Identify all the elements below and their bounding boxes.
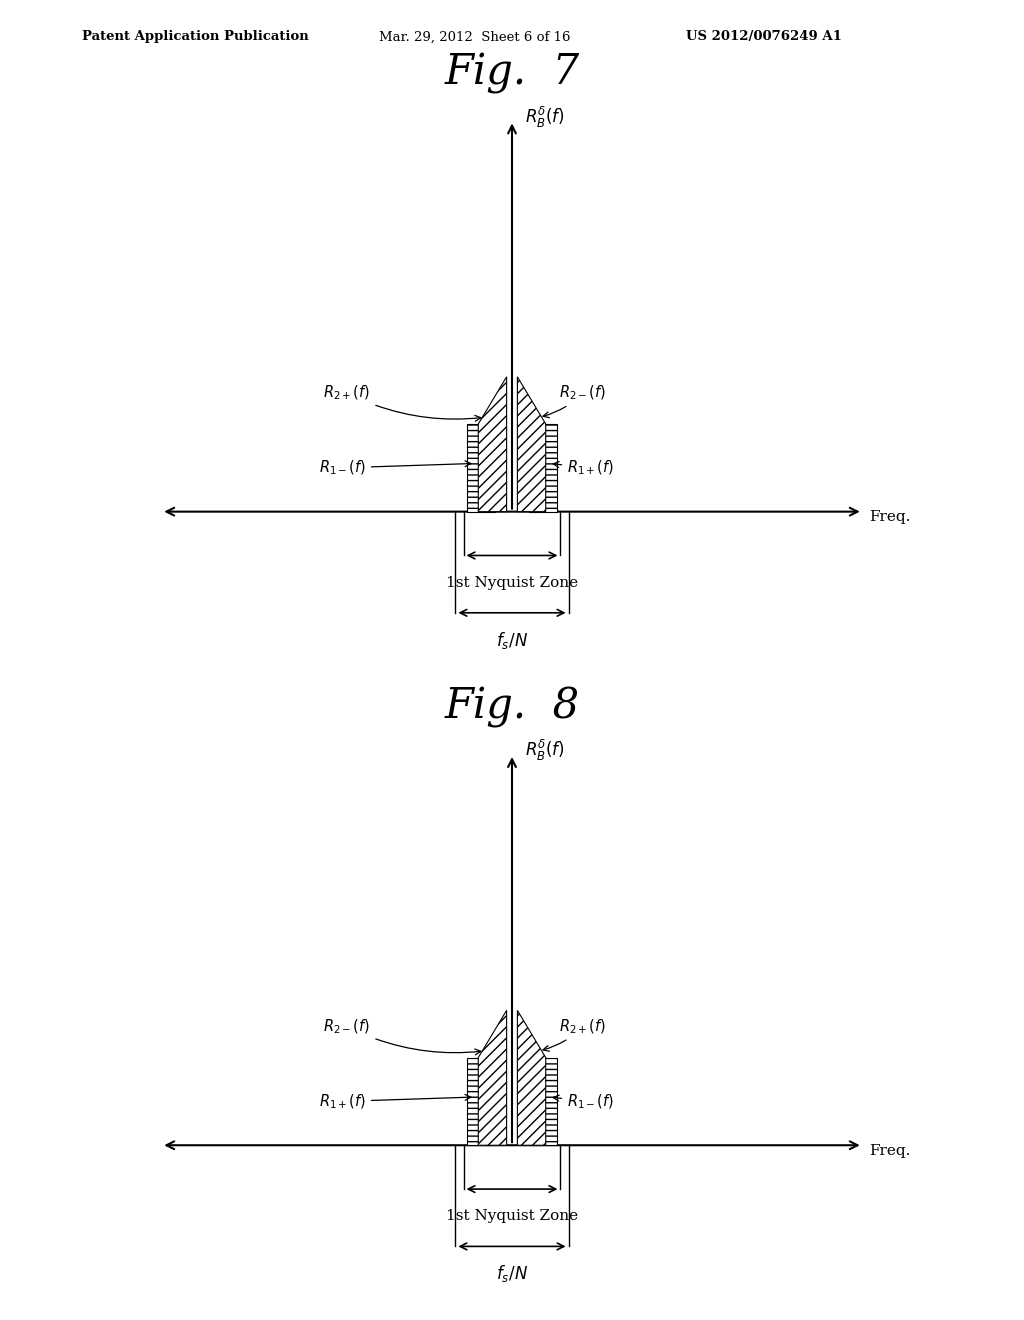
Text: Freq.: Freq. <box>869 510 910 524</box>
Bar <box>528 1057 557 1146</box>
Polygon shape <box>517 376 546 512</box>
Text: Fig.  7: Fig. 7 <box>444 53 580 94</box>
Polygon shape <box>478 376 507 512</box>
Text: $R_{1-}( f )$: $R_{1-}( f )$ <box>553 1092 614 1110</box>
Bar <box>467 424 496 512</box>
Text: $R_{2-}( f )$: $R_{2-}( f )$ <box>324 1018 481 1055</box>
Bar <box>467 1057 496 1146</box>
Text: Freq.: Freq. <box>869 1143 910 1158</box>
Text: Patent Application Publication: Patent Application Publication <box>82 30 308 44</box>
Text: US 2012/0076249 A1: US 2012/0076249 A1 <box>686 30 842 44</box>
Text: $R_{2+}( f )$: $R_{2+}( f )$ <box>543 1018 606 1051</box>
Text: $R_B^\delta( f )$: $R_B^\delta( f )$ <box>525 104 565 129</box>
Text: 1st Nyquist Zone: 1st Nyquist Zone <box>445 1209 579 1224</box>
Text: Fig.  8: Fig. 8 <box>444 686 580 727</box>
Text: Mar. 29, 2012  Sheet 6 of 16: Mar. 29, 2012 Sheet 6 of 16 <box>379 30 570 44</box>
Bar <box>528 424 557 512</box>
Text: $R_B^\delta( f )$: $R_B^\delta( f )$ <box>525 738 565 763</box>
Polygon shape <box>517 1010 546 1146</box>
Polygon shape <box>478 1010 507 1146</box>
Text: $R_{1-}( f )$: $R_{1-}( f )$ <box>318 458 471 477</box>
Text: $R_{2+}( f )$: $R_{2+}( f )$ <box>324 384 481 421</box>
Text: $R_{1+}( f )$: $R_{1+}( f )$ <box>318 1092 471 1110</box>
Text: $f_s/N$: $f_s/N$ <box>496 630 528 651</box>
Text: 1st Nyquist Zone: 1st Nyquist Zone <box>445 576 579 590</box>
Text: $f_s/N$: $f_s/N$ <box>496 1263 528 1284</box>
Text: $R_{2-}( f )$: $R_{2-}( f )$ <box>543 384 606 417</box>
Text: $R_{1+}( f )$: $R_{1+}( f )$ <box>553 458 614 477</box>
